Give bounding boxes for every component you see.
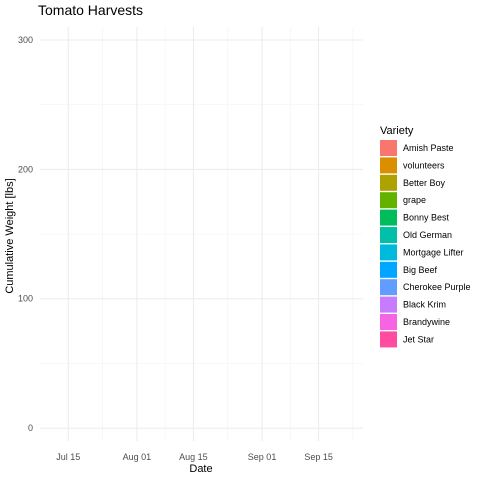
x-tick-label: Sep 15: [304, 452, 333, 462]
legend-key: [380, 244, 397, 261]
legend-key: [380, 140, 397, 156]
y-tick-label: 0: [28, 423, 33, 433]
legend-label: Big Beef: [403, 265, 438, 275]
legend-key: [380, 314, 397, 330]
legend-label: Better Boy: [403, 178, 446, 188]
legend-key: [380, 157, 397, 174]
x-axis-ticks: Jul 15 Aug 01 Aug 15 Sep 01 Sep 15: [56, 452, 333, 462]
legend-label: Bonny Best: [403, 213, 450, 223]
legend-key: [380, 209, 397, 226]
x-axis-title: Date: [189, 463, 212, 475]
y-tick-label: 200: [18, 164, 33, 174]
legend-label: Cherokee Purple: [403, 282, 471, 292]
legend-key: [380, 331, 397, 348]
y-tick-label: 100: [18, 294, 33, 304]
legend: Variety Amish Paste volunteers Better Boy g…: [380, 125, 471, 348]
legend-label: Mortgage Lifter: [403, 247, 464, 257]
legend-key: [380, 227, 397, 243]
legend-key: [380, 174, 397, 191]
x-tick-label: Jul 15: [56, 452, 80, 462]
legend-label: Brandywine: [403, 317, 450, 327]
y-axis-title: Cumulative Weight [lbs]: [4, 178, 16, 293]
legend-label: Black Krim: [403, 300, 446, 310]
x-tick-label: Aug 15: [179, 452, 208, 462]
legend-label: volunteers: [403, 160, 445, 170]
legend-label: Old German: [403, 230, 452, 240]
y-tick-label: 300: [18, 35, 33, 45]
x-tick-label: Aug 01: [123, 452, 152, 462]
legend-key: [380, 192, 397, 209]
x-tick-label: Sep 01: [248, 452, 277, 462]
grid: [40, 27, 363, 441]
legend-title: Variety: [380, 125, 414, 137]
legend-label: Jet Star: [403, 334, 434, 344]
legend-key: [380, 279, 397, 296]
y-axis-ticks: 0 100 200 300: [18, 35, 33, 433]
chart-title: Tomato Harvests: [38, 2, 143, 18]
legend-key: [380, 261, 397, 278]
legend-label: Amish Paste: [403, 143, 454, 153]
legend-label: grape: [403, 195, 426, 205]
legend-key: [380, 296, 397, 313]
